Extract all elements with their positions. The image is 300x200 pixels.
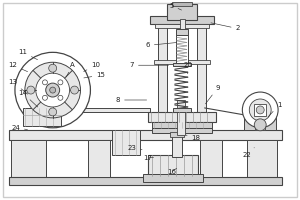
Circle shape xyxy=(49,108,57,116)
Bar xyxy=(61,108,150,112)
Text: 22: 22 xyxy=(243,148,254,158)
Bar xyxy=(247,140,277,179)
Bar xyxy=(9,130,282,140)
Text: 20: 20 xyxy=(183,62,192,74)
Bar xyxy=(180,19,185,30)
Text: 7: 7 xyxy=(130,62,169,68)
Circle shape xyxy=(43,95,47,100)
Bar xyxy=(244,115,276,130)
Text: 5: 5 xyxy=(170,3,182,10)
Bar xyxy=(172,135,182,157)
Bar xyxy=(170,132,184,137)
Bar xyxy=(173,108,191,112)
Bar xyxy=(150,16,214,24)
Circle shape xyxy=(43,80,47,85)
Circle shape xyxy=(27,86,35,94)
Text: 9: 9 xyxy=(206,85,220,104)
Text: 1: 1 xyxy=(268,102,281,117)
Bar xyxy=(158,19,167,133)
Bar xyxy=(11,140,46,179)
Circle shape xyxy=(58,95,63,100)
Text: 24: 24 xyxy=(12,125,28,131)
Bar xyxy=(154,60,210,64)
Bar xyxy=(173,63,191,66)
Bar xyxy=(9,177,282,185)
Bar xyxy=(23,108,61,126)
Bar xyxy=(155,24,208,28)
Circle shape xyxy=(49,64,57,72)
Text: 2: 2 xyxy=(211,23,240,31)
Circle shape xyxy=(70,86,79,94)
Bar xyxy=(148,155,198,176)
Bar xyxy=(148,112,215,122)
Bar xyxy=(176,35,188,63)
Bar xyxy=(200,140,221,177)
Circle shape xyxy=(58,80,63,85)
Text: 16: 16 xyxy=(167,168,177,174)
Circle shape xyxy=(242,92,278,128)
Bar xyxy=(88,140,110,177)
Circle shape xyxy=(46,83,60,97)
Circle shape xyxy=(50,87,56,93)
Text: A: A xyxy=(66,62,75,77)
Bar xyxy=(152,128,211,133)
Bar xyxy=(143,174,202,182)
Text: 11: 11 xyxy=(18,49,38,60)
Text: 6: 6 xyxy=(146,42,176,48)
Text: 14: 14 xyxy=(19,90,38,107)
Bar xyxy=(172,2,192,6)
Bar xyxy=(254,104,266,116)
Text: 15: 15 xyxy=(84,72,105,78)
Text: 17: 17 xyxy=(143,155,154,161)
Circle shape xyxy=(36,73,70,107)
Circle shape xyxy=(254,119,266,131)
Bar xyxy=(255,100,265,130)
Text: 23: 23 xyxy=(128,145,142,151)
Bar xyxy=(167,4,197,20)
Text: 12: 12 xyxy=(8,62,28,72)
Circle shape xyxy=(256,106,264,114)
Text: 13: 13 xyxy=(8,79,28,94)
Circle shape xyxy=(15,52,90,128)
Bar xyxy=(197,19,206,133)
Circle shape xyxy=(249,99,271,121)
Text: 18: 18 xyxy=(186,135,200,141)
Bar xyxy=(177,100,185,135)
Text: 10: 10 xyxy=(84,62,100,72)
Circle shape xyxy=(25,62,80,118)
Bar xyxy=(176,29,188,35)
Bar xyxy=(152,122,211,128)
Bar xyxy=(112,130,140,155)
Text: 8: 8 xyxy=(116,97,147,103)
